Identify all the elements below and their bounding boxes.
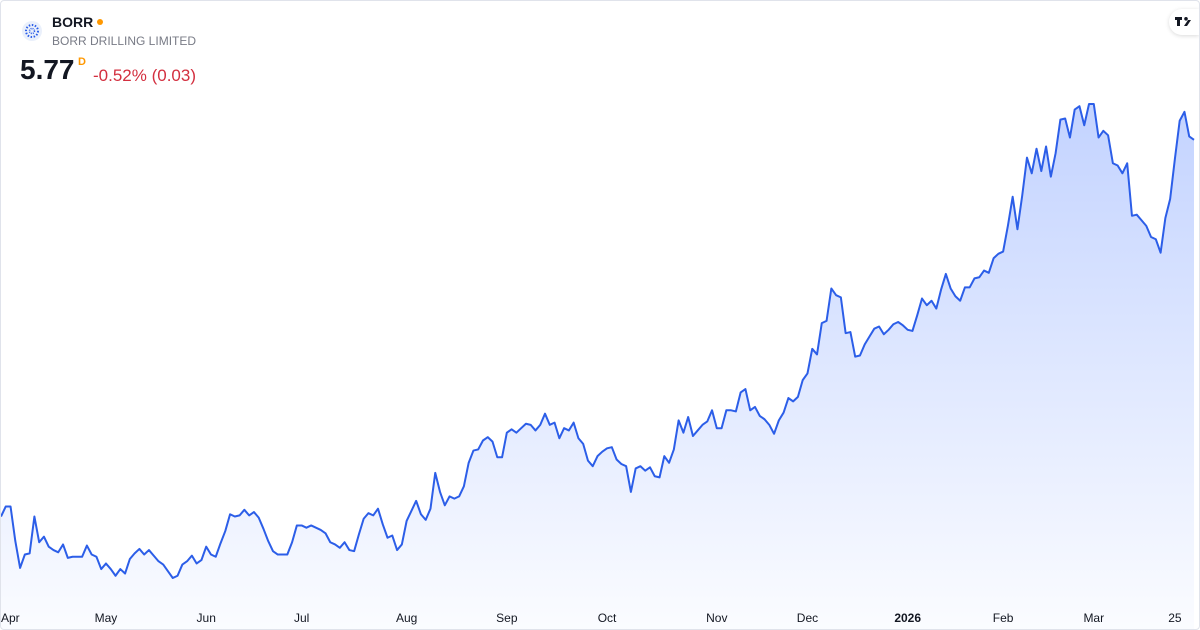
x-tick-label: 2026 xyxy=(894,611,921,625)
price-line xyxy=(1,103,1195,579)
x-tick-label: Aug xyxy=(396,611,417,625)
x-tick-label: Jul xyxy=(294,611,309,625)
logo[interactable] xyxy=(1169,9,1199,35)
area-fill xyxy=(1,104,1194,629)
x-tick-label: May xyxy=(95,611,118,625)
x-tick-label: Oct xyxy=(598,611,617,625)
symbol-text: BORR xyxy=(52,14,94,30)
x-tick-label: 25 xyxy=(1168,611,1182,625)
x-tick-label: Apr xyxy=(1,611,20,625)
logo-icon xyxy=(1175,17,1191,26)
x-tick-label: Sep xyxy=(496,611,518,625)
x-tick-label: Nov xyxy=(706,611,727,625)
symbol-icon xyxy=(22,21,42,41)
x-tick-label: Jun xyxy=(197,611,216,625)
x-tick-label: Dec xyxy=(797,611,818,625)
price: 5.77 xyxy=(20,54,75,85)
x-tick-label: Feb xyxy=(993,611,1014,625)
status-dot xyxy=(97,19,104,25)
company-name: BORR DRILLING LIMITED xyxy=(52,34,197,48)
change: -0.52% (0.03) xyxy=(93,66,196,85)
interval: D xyxy=(78,56,86,68)
symbol: BORR xyxy=(52,14,104,30)
x-tick-label: Mar xyxy=(1083,611,1104,625)
